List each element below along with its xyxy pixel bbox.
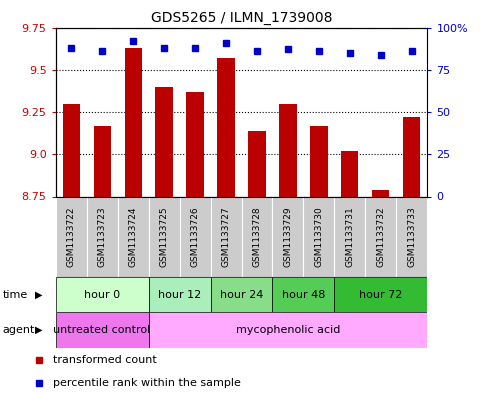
Text: GSM1133729: GSM1133729 [284, 206, 293, 267]
Bar [125, 48, 142, 196]
Bar [211, 196, 242, 277]
Text: time: time [2, 290, 28, 300]
Text: untreated control: untreated control [54, 325, 151, 335]
Bar [56, 196, 86, 277]
Text: hour 24: hour 24 [220, 290, 263, 300]
Bar [334, 277, 427, 312]
Text: transformed count: transformed count [53, 355, 157, 365]
Title: GDS5265 / ILMN_1739008: GDS5265 / ILMN_1739008 [151, 11, 332, 25]
Text: GSM1133731: GSM1133731 [345, 206, 355, 267]
Bar [56, 277, 149, 312]
Bar [117, 196, 149, 277]
Text: hour 12: hour 12 [158, 290, 201, 300]
Bar [272, 277, 335, 312]
Text: mycophenolic acid: mycophenolic acid [236, 325, 340, 335]
Bar [242, 196, 272, 277]
Bar [280, 103, 297, 196]
Bar [403, 117, 421, 196]
Bar [94, 125, 111, 196]
Bar [341, 151, 358, 196]
Bar [303, 196, 334, 277]
Text: GSM1133728: GSM1133728 [253, 206, 261, 267]
Bar [186, 92, 203, 196]
Bar [149, 312, 427, 348]
Bar [56, 312, 149, 348]
Bar [86, 196, 117, 277]
Bar [217, 58, 235, 196]
Bar [248, 130, 266, 196]
Text: agent: agent [2, 325, 35, 335]
Bar [149, 277, 211, 312]
Bar [149, 196, 180, 277]
Text: GSM1133722: GSM1133722 [67, 207, 75, 267]
Text: GSM1133730: GSM1133730 [314, 206, 324, 267]
Bar [272, 196, 303, 277]
Bar [372, 190, 389, 196]
Text: GSM1133724: GSM1133724 [128, 207, 138, 267]
Text: hour 48: hour 48 [282, 290, 325, 300]
Text: ▶: ▶ [35, 290, 43, 300]
Text: hour 0: hour 0 [84, 290, 120, 300]
Bar [180, 196, 211, 277]
Text: GSM1133727: GSM1133727 [222, 206, 230, 267]
Text: ▶: ▶ [35, 325, 43, 335]
Text: GSM1133733: GSM1133733 [408, 206, 416, 267]
Bar [366, 196, 397, 277]
Text: GSM1133725: GSM1133725 [159, 206, 169, 267]
Text: GSM1133732: GSM1133732 [376, 206, 385, 267]
Bar [211, 277, 272, 312]
Text: hour 72: hour 72 [359, 290, 403, 300]
Bar [311, 125, 327, 196]
Text: GSM1133723: GSM1133723 [98, 206, 107, 267]
Text: percentile rank within the sample: percentile rank within the sample [53, 378, 241, 388]
Bar [334, 196, 366, 277]
Bar [397, 196, 427, 277]
Bar [62, 103, 80, 196]
Bar [156, 86, 172, 196]
Text: GSM1133726: GSM1133726 [190, 206, 199, 267]
